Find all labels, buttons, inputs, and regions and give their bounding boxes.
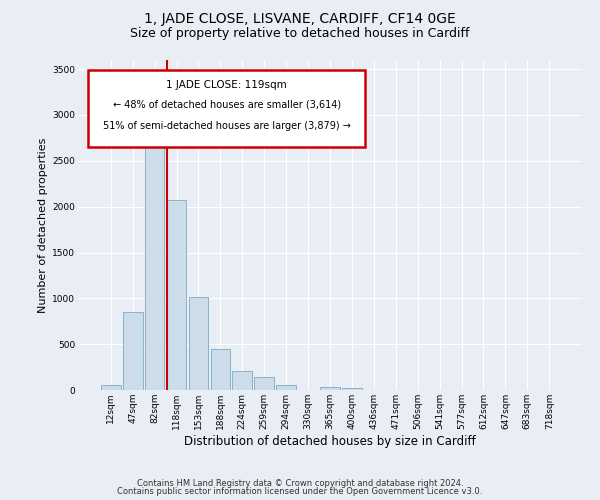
- Bar: [145, 139, 164, 390]
- Text: Size of property relative to detached houses in Cardiff: Size of property relative to detached ho…: [130, 28, 470, 40]
- Bar: [211, 349, 230, 390]
- Text: ← 48% of detached houses are smaller (3,614): ← 48% of detached houses are smaller (3,…: [113, 100, 341, 110]
- Bar: [232, 371, 252, 390]
- Text: 1, JADE CLOSE, LISVANE, CARDIFF, CF14 0GE: 1, JADE CLOSE, LISVANE, CARDIFF, CF14 0G…: [144, 12, 456, 26]
- Text: 1 JADE CLOSE: 119sqm: 1 JADE CLOSE: 119sqm: [166, 80, 287, 90]
- FancyBboxPatch shape: [88, 70, 365, 148]
- Y-axis label: Number of detached properties: Number of detached properties: [38, 138, 48, 312]
- Bar: [101, 385, 121, 390]
- Bar: [123, 312, 143, 390]
- Bar: [276, 385, 296, 390]
- Bar: [188, 296, 208, 390]
- Text: Contains HM Land Registry data © Crown copyright and database right 2024.: Contains HM Land Registry data © Crown c…: [137, 478, 463, 488]
- Text: 51% of semi-detached houses are larger (3,879) →: 51% of semi-detached houses are larger (…: [103, 121, 350, 131]
- Bar: [254, 376, 274, 390]
- Bar: [342, 388, 362, 390]
- X-axis label: Distribution of detached houses by size in Cardiff: Distribution of detached houses by size …: [184, 434, 476, 448]
- Bar: [320, 387, 340, 390]
- Text: Contains public sector information licensed under the Open Government Licence v3: Contains public sector information licen…: [118, 487, 482, 496]
- Bar: [167, 200, 187, 390]
